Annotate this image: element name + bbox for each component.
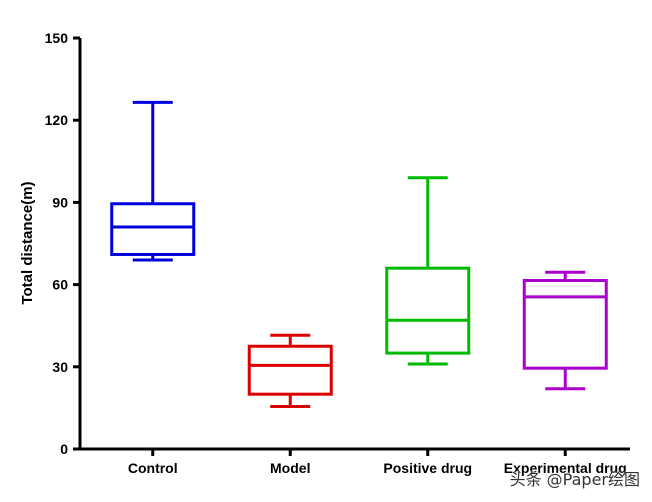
x-tick-label: Control [128,460,178,476]
boxes [110,100,608,409]
y-tick-label: 150 [45,30,69,46]
y-tick-label: 0 [60,441,68,457]
box-experimental-drug [522,270,608,391]
y-axis-title: Total distance(m) [19,181,36,304]
y-tick-label: 90 [52,194,68,210]
box-iqr [385,266,471,355]
box-iqr [247,344,333,396]
x-tick-label: Positive drug [383,460,472,476]
x-tick-label: Model [270,460,310,476]
y-tick-label: 120 [45,112,69,128]
watermark: 头条 @Paper绘图 [509,470,640,489]
box-iqr [110,202,196,256]
y-tick-label: 30 [52,359,68,375]
box-control [110,100,196,262]
y-axis: 0 30 60 90 120 150 [45,30,82,457]
x-tick-label: Experimental drug [504,460,627,476]
box-positive-drug [385,176,471,366]
box-iqr [522,278,608,370]
box-model [247,333,333,409]
y-tick-label: 60 [52,277,68,293]
x-axis: Control Model Positive drug Experimental dr… [78,447,630,476]
